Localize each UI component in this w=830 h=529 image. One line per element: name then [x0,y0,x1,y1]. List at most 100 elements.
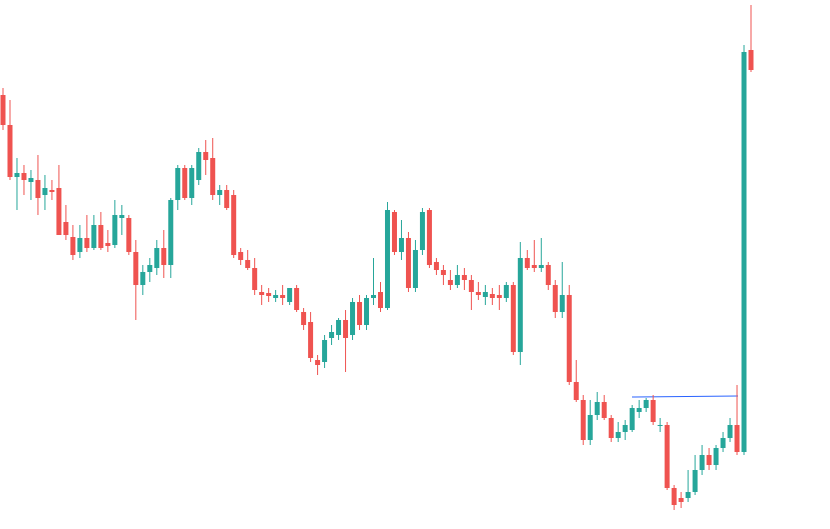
candle-body [748,50,754,70]
candle-body [412,250,418,288]
candle-body [671,488,677,505]
candle-body [559,295,565,312]
candle-body [203,152,209,160]
candle-body [496,295,502,298]
candle-body [685,492,691,498]
candle-body [384,210,390,308]
candle-body [84,238,90,248]
candle-body [741,52,747,452]
candle-body [524,258,530,268]
candle-body [706,455,712,465]
candle-body [70,237,76,255]
candle-body [77,238,83,252]
candle-body [35,180,41,198]
candle-body [217,190,223,195]
candle-body [734,425,740,452]
candle-body [573,382,579,400]
candle-body [98,225,104,248]
candle-body [0,95,6,125]
candle-body [175,168,181,200]
candle-body [433,262,439,270]
candle-body [329,332,335,338]
candle-body [168,200,174,265]
candle-body [405,238,411,288]
candle-body [252,268,258,290]
candle-body [545,265,551,285]
candle-body [587,415,593,440]
candle-body [259,292,265,295]
candle-body [531,265,537,268]
candle-body [273,295,279,298]
candle-body [510,285,516,352]
candle-body [133,252,139,285]
candle-body [419,212,425,250]
candle-body [643,400,649,408]
candle-body [357,302,363,325]
candle-body [301,312,307,325]
candle-body [636,408,642,412]
candle-body [91,225,97,248]
candle-body [699,455,705,470]
candle-body [336,320,342,335]
candle-body [608,418,614,438]
candle-body [14,173,20,177]
candle-body [56,188,62,235]
candle-body [377,292,383,308]
candle-body [566,295,572,382]
candle-body [447,280,453,285]
candle-body [657,425,663,426]
candle-body [182,168,188,198]
candle-body [538,265,544,268]
candle-body [727,425,733,438]
candle-body [224,190,230,208]
candle-body [503,285,509,298]
candle-body [350,302,356,335]
candle-body [580,400,586,440]
candle-body [42,188,48,195]
candle-body [371,295,377,298]
candle-body [245,260,251,268]
candle-body [692,470,698,492]
candle-body [601,402,607,418]
candle-body [21,173,27,180]
candle-body [294,288,300,310]
candle-body [189,168,195,198]
candle-body [552,285,558,312]
candle-body [196,152,202,180]
candle-body [454,275,460,285]
candle-body [280,295,286,298]
candle-body [475,292,481,295]
candle-body [343,320,349,338]
candle-body [391,212,397,252]
candle-body [266,293,272,296]
candle-body [308,322,314,358]
candle-body [468,280,474,292]
candle-body [461,275,467,280]
candle-body [322,340,328,362]
candle-body [231,195,237,255]
candle-body [63,222,69,235]
candle-body [154,248,160,268]
candle-body [147,265,153,272]
candle-body [140,272,146,285]
candle-body [238,252,244,260]
candle-body [112,215,118,245]
candle-body [622,425,628,432]
candle-body [287,288,293,302]
candle-body [161,248,167,265]
candle-body [489,294,495,298]
candle-body [7,125,13,177]
candle-body [615,432,621,438]
candle-body [720,438,726,448]
candle-body [126,218,132,252]
candle-body [105,243,111,246]
candle-body [364,298,370,325]
candle-body [629,408,635,430]
candle-body [482,292,488,297]
candle-body [678,498,684,502]
candle-body [713,448,719,465]
candle-body [315,360,321,365]
candle-body [28,178,34,182]
candle-body [594,402,600,415]
